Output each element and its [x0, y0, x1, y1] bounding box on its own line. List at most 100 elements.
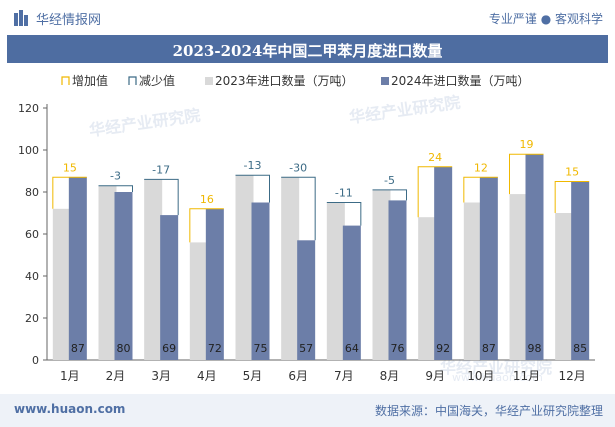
logo-icon — [14, 10, 28, 26]
x-tick-label: 12月 — [559, 369, 586, 383]
change-bracket-1 — [52, 176, 87, 209]
chart-title: 2023-2024年中国二甲苯月度进口数量 — [172, 42, 443, 60]
bar-2024-6 — [297, 240, 316, 360]
change-label: 15 — [565, 166, 579, 179]
change-label: 15 — [63, 161, 77, 174]
y-tick-label: 40 — [25, 270, 39, 283]
change-label: 19 — [520, 138, 534, 151]
x-tick-label: 6月 — [288, 369, 308, 383]
bar-2023-11 — [509, 194, 528, 360]
change-bracket-10 — [463, 176, 498, 203]
legend-swatch-s1 — [381, 77, 389, 85]
bar-2024-7 — [342, 225, 361, 360]
change-bracket-5 — [235, 174, 270, 203]
watermark-text: 华经产业研究院 — [88, 106, 202, 140]
change-bracket-3 — [144, 178, 179, 216]
x-tick-label: 4月 — [197, 369, 217, 383]
watermark-text: 华经产业研究院 — [440, 358, 552, 377]
legend-swatch-inc — [61, 76, 70, 85]
x-tick-label: 10月 — [467, 369, 494, 383]
bar-2023-9 — [418, 217, 437, 360]
x-tick-label: 7月 — [334, 369, 354, 383]
legend-label: 2023年进口数量（万吨） — [215, 73, 354, 88]
chart-title-bar: 2023-2024年中国二甲苯月度进口数量 — [7, 35, 608, 63]
legend-label: 2024年进口数量（万吨） — [391, 73, 530, 88]
y-tick-label: 80 — [25, 186, 39, 199]
x-tick-label: 3月 — [151, 369, 171, 383]
footer: www.huaon.com 数据来源：中国海关，华经产业研究院整理 — [0, 394, 615, 427]
top-bar: 华经情报网 专业严谨 ● 客观科学 — [0, 0, 615, 34]
bar-2024-value: 80 — [117, 342, 131, 355]
bar-2024-value: 57 — [299, 342, 313, 355]
bar-2024-10 — [479, 177, 498, 360]
bar-2023-2 — [98, 185, 117, 360]
y-tick-label: 120 — [18, 102, 39, 115]
bar-2023-7 — [326, 202, 345, 360]
site-logo[interactable]: 华经情报网 — [14, 8, 101, 28]
change-label: -13 — [244, 159, 262, 172]
y-tick-label: 20 — [25, 312, 39, 325]
change-label: -3 — [110, 170, 121, 183]
change-bracket-8 — [372, 189, 407, 201]
change-bracket-2 — [98, 185, 133, 192]
bar-2024-3 — [160, 215, 179, 360]
watermark-text: 华经产业研究院 — [348, 93, 462, 127]
slogan: 专业严谨 ● 客观科学 — [488, 12, 603, 26]
bar-2023-8 — [372, 189, 391, 360]
bar-2024-value: 85 — [573, 342, 587, 355]
bar-2024-value: 76 — [391, 342, 405, 355]
change-bracket-7 — [326, 202, 362, 226]
legend-label: 减少值 — [139, 73, 175, 88]
change-bracket-6 — [281, 176, 316, 241]
bar-2024-1 — [68, 177, 87, 360]
bar-2024-value: 98 — [528, 342, 542, 355]
bar-2024-12 — [571, 181, 590, 360]
bar-2024-9 — [434, 166, 453, 360]
y-tick-label: 0 — [32, 354, 39, 367]
change-label: -5 — [384, 174, 395, 187]
data-source: 数据来源：中国海关，华经产业研究院整理 — [374, 404, 603, 418]
x-tick-label: 8月 — [380, 369, 400, 383]
bar-2024-4 — [205, 208, 224, 360]
change-bracket-11 — [509, 153, 544, 195]
legend-swatch-s0 — [205, 77, 213, 85]
legend-label: 增加值 — [72, 73, 108, 88]
bar-2023-10 — [463, 202, 482, 360]
x-tick-label: 2月 — [106, 369, 126, 383]
bar-2024-value: 87 — [482, 342, 496, 355]
bar-2023-3 — [144, 179, 163, 360]
bar-2024-value: 72 — [208, 342, 222, 355]
y-tick-label: 60 — [25, 228, 39, 241]
bar-2023-5 — [235, 175, 254, 360]
bar-2024-2 — [114, 192, 133, 360]
change-bracket-12 — [554, 181, 590, 213]
bar-2024-8 — [388, 200, 407, 360]
bar-2024-value: 87 — [71, 342, 85, 355]
bar-2023-6 — [281, 177, 300, 360]
legend-swatch-dec — [128, 76, 137, 85]
bar-2024-value: 69 — [162, 342, 176, 355]
x-tick-label: 1月 — [60, 369, 80, 383]
change-label: 12 — [474, 161, 488, 174]
footer-url[interactable]: www.huaon.com — [14, 402, 126, 416]
change-label: -30 — [289, 161, 307, 174]
bar-2024-value: 75 — [254, 342, 268, 355]
watermark-url: www.huaon.com — [452, 371, 543, 384]
x-tick-label: 5月 — [243, 369, 263, 383]
bar-2023-1 — [52, 208, 71, 360]
x-tick-label: 9月 — [425, 369, 445, 383]
bar-2024-5 — [251, 202, 270, 360]
change-label: -17 — [152, 163, 170, 176]
change-label: -11 — [335, 187, 353, 200]
change-label: 16 — [200, 193, 214, 206]
bar-2024-11 — [525, 154, 544, 360]
bar-2024-value: 92 — [436, 342, 450, 355]
x-tick-label: 11月 — [513, 369, 540, 383]
change-bracket-4 — [189, 208, 224, 243]
bar-2023-4 — [189, 242, 208, 360]
bar-2023-12 — [555, 213, 574, 360]
site-name: 华经情报网 — [36, 12, 102, 28]
change-label: 24 — [428, 151, 442, 164]
y-tick-label: 100 — [18, 144, 39, 157]
